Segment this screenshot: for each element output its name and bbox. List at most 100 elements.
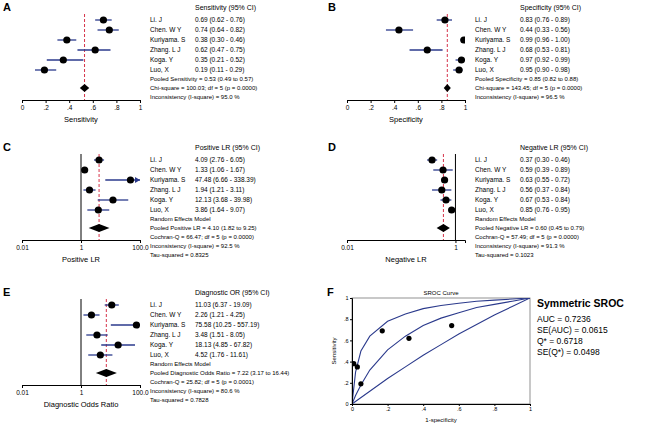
value-label: 0.68 (0.53 - 0.81) [520,46,570,54]
x-axis-title: Specificity [389,115,423,124]
axis-line [353,405,531,407]
tick: 0 [346,100,350,111]
annotation: Pooled Specificity = 0.85 (0.82 to 0.88) [475,76,578,82]
pooled-diamond [89,224,110,232]
annotation: Cochran-Q = 57.49; df = 5 (p = 0.0000) [475,234,579,240]
pooled-diamond [96,369,117,377]
point-estimate [127,176,134,183]
point-estimate [133,321,140,328]
value-label: 0.59 (0.39 - 0.89) [520,166,570,174]
tick-label: .6 [91,104,97,111]
annotation: Random Effects Model [150,216,211,222]
sroc-curve [352,298,530,404]
forest-panel: A0.2.4.6.81SensitivitySensitivity (95% C… [3,1,257,124]
panel-label: F [327,286,334,298]
study-name: Kuriyama. S [150,321,186,329]
point-estimate [86,186,93,193]
tick-mark [81,385,82,388]
study-name: Chen. W Y [475,166,507,173]
annotation: Pooled Diagnostic Odds Ratio = 7.22 (3.1… [150,370,289,376]
annotation: Random Effects Model [475,216,536,222]
study-name: Kuriyama. S [150,176,186,184]
tick-mark [350,298,352,299]
annotation: Pooled Sensitivity = 0.53 (0.49 to 0.57) [150,76,253,82]
panel-label: B [328,1,336,13]
value-label: 3.86 (1.64 - 9.07) [195,206,245,214]
chart-title: SROC Curve [423,290,459,296]
tick-label: 100.0 [132,244,149,251]
tick-label: 1 [464,104,468,111]
reference-line [81,299,82,385]
study-name: Koga. Y [475,196,499,204]
tick: .2 [344,380,352,386]
tick: 1 [454,240,458,251]
panel-label: E [3,286,10,298]
point-estimate [41,66,48,73]
tick-mark [22,385,23,388]
tick-label: 0 [345,401,348,407]
tick-mark [347,240,348,243]
forest-panel: E0.011100.0Diagnostic Odds RatioDiagnost… [3,286,289,409]
x-axis-title: 1-specificity [425,417,456,423]
annotation: Chi-square = 100.03; df = 5 (p = 0.0000) [150,85,257,91]
study-name: Kuriyama. S [150,36,186,44]
tick-label: 1 [139,104,143,111]
annotation: Random Effects Model [150,361,211,367]
tick: .6 [457,404,462,412]
value-label: 0.85 (0.76 - 0.95) [520,206,570,214]
study-name: Li. J [475,156,487,163]
value-label: 1.33 (1.06 - 1.67) [195,166,245,174]
value-label: 0.37 (0.30 - 0.46) [520,156,570,164]
column-header: Specificity (95% CI) [520,4,581,12]
point-estimate [441,176,448,183]
study-name: Luo, X [150,206,169,213]
tick: .4 [67,100,73,111]
study-name: Koga. Y [150,341,174,349]
value-label: 0.69 (0.62 - 0.76) [195,16,245,24]
column-header: Negative LR (95% CI) [520,144,588,152]
x-axis-title: Sensitivity [64,115,98,124]
study-name: Luo, X [475,66,494,73]
tick-mark [140,100,141,103]
study-name: Li. J [475,16,487,23]
annotation: AUC = 0.7236 [537,314,591,324]
tick-label: 0.01 [16,244,29,251]
tick-label: 0 [351,406,354,412]
value-label: 47.48 (6.66 - 338.39) [195,176,256,184]
study-name: Koga. Y [150,196,174,204]
figure: A0.2.4.6.81SensitivitySensitivity (95% C… [0,0,650,425]
tick-mark [93,100,94,103]
tick-label: .2 [386,406,391,412]
annotation: SE(Q*) = 0.0498 [537,347,600,357]
tick-label: 0 [346,104,350,111]
axis-line [23,101,141,104]
value-label: 0.67 (0.53 - 0.84) [520,196,570,204]
x-axis: 0.011 [341,240,465,251]
study-point [355,364,360,369]
point-estimate [97,351,104,358]
pooled-diamond [80,84,89,92]
tick: .4 [344,359,352,365]
annotation: Symmetric SROC [537,297,624,309]
study-name: Luo, X [150,351,169,358]
plot-marks [81,299,140,385]
tick-label: 1 [454,244,458,251]
tick: 100.0 [132,240,149,251]
study-name: Chen. W Y [150,311,182,318]
y-axis: 0.2.4.6.81 [344,295,353,407]
tick: 1 [464,100,468,111]
tick: 1 [80,240,84,251]
value-label: 4.52 (1.76 - 11.61) [195,351,248,359]
annotation: Q* = 0.6718 [537,336,583,346]
study-name: Koga. Y [150,56,174,64]
tick: .8 [344,316,352,322]
tick-label: .8 [493,406,498,412]
value-label: 75.58 (10.25 - 557.19) [195,321,259,329]
point-estimate [106,26,113,33]
tick-mark [350,362,352,363]
sroc-panel: F0.2.4.6.810.2.4.6.81SROC Curve1-specifi… [327,286,624,423]
tick-mark [350,404,352,405]
pooled-diamond [437,224,450,232]
tick-label: 1 [529,406,532,412]
plot-marks [35,14,119,100]
